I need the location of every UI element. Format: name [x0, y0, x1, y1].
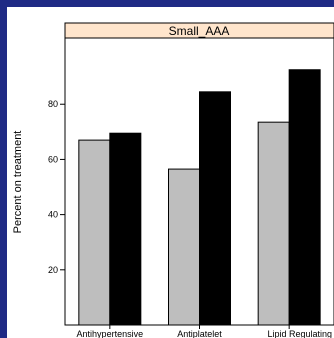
y-tick-label: 80 [48, 99, 58, 109]
x-tick-label: Antihypertensive [77, 329, 144, 338]
y-tick-label: 40 [48, 210, 58, 220]
bar-chart: Small_AAA Percent on treatment 20406080 … [12, 22, 334, 338]
panel-strip [64, 22, 334, 39]
bar-1 [78, 139, 111, 326]
panel-title: Small_AAA [169, 24, 230, 38]
x-tick-label: Antiplatelet [177, 329, 222, 338]
chart-panel: Small_AAA Percent on treatment 20 40 60 80 … [7, 7, 334, 338]
bar-1 [168, 168, 200, 326]
y-tick-label: 20 [48, 265, 58, 275]
y-axis-label: Percent on treatment [12, 131, 24, 234]
bar-2 [199, 91, 231, 326]
y-tick-label: 60 [48, 154, 58, 164]
x-tick-label: Lipid Regulating [267, 329, 332, 338]
bar-2 [288, 69, 321, 326]
bar-2 [109, 132, 142, 326]
bar-1 [257, 121, 290, 326]
